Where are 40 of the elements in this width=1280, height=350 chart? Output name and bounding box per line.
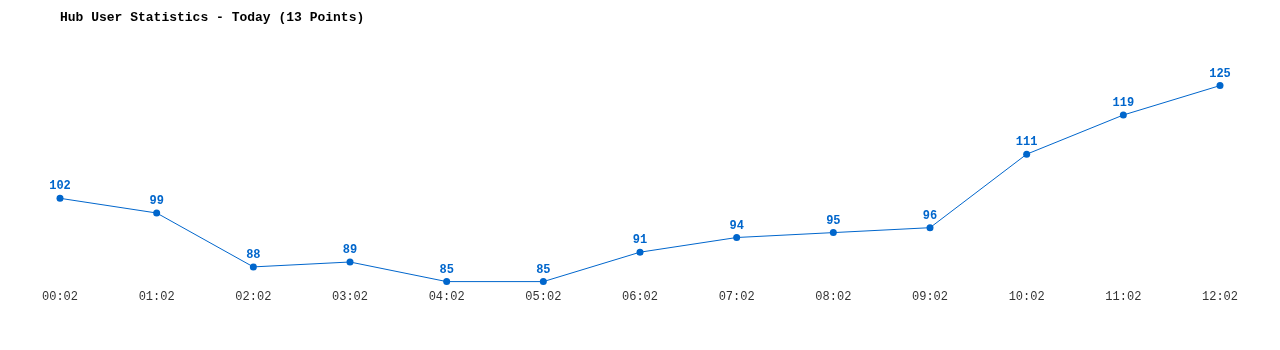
data-label: 94 [729,218,744,233]
data-label: 111 [1015,135,1038,150]
data-label: 88 [246,247,261,262]
point [926,224,934,232]
x-tick-label: 06:02 [621,289,659,304]
data-label: 91 [632,233,648,248]
point [636,248,644,256]
data-label: 96 [922,208,938,223]
point [1023,150,1031,158]
x-tick-label: 11:02 [1105,289,1142,304]
x-tick-label: 00:02 [41,289,79,304]
data-label: 119 [1112,96,1135,111]
x-tick-label: 08:02 [815,289,852,304]
data-label: 89 [342,243,358,258]
data-label: 85 [439,262,454,277]
x-tick-label: 09:02 [911,289,949,304]
x-tick-label: 05:02 [525,289,562,304]
x-tick-label: 01:02 [138,289,175,304]
point [249,263,257,271]
data-label: 102 [49,179,71,194]
point [1119,111,1127,119]
chart-title: Hub User Statistics - Today (13 Points) [60,10,365,26]
point [346,258,354,266]
data-label: 99 [149,194,164,209]
data-label: 125 [1209,66,1231,81]
x-tick-label: 02:02 [235,289,272,304]
point [56,194,64,202]
x-tick-label: 12:02 [1201,289,1239,304]
data-label: 95 [826,213,841,228]
x-tick-label: 04:02 [428,289,465,304]
point [539,278,547,286]
point [443,278,451,286]
point [829,229,837,237]
x-tick-label: 10:02 [1008,289,1045,304]
x-tick-label: 07:02 [718,289,755,304]
x-tick-label: 03:02 [331,289,369,304]
data-label: 85 [536,262,551,277]
point [733,234,741,241]
point [153,209,161,217]
point [1216,82,1224,90]
